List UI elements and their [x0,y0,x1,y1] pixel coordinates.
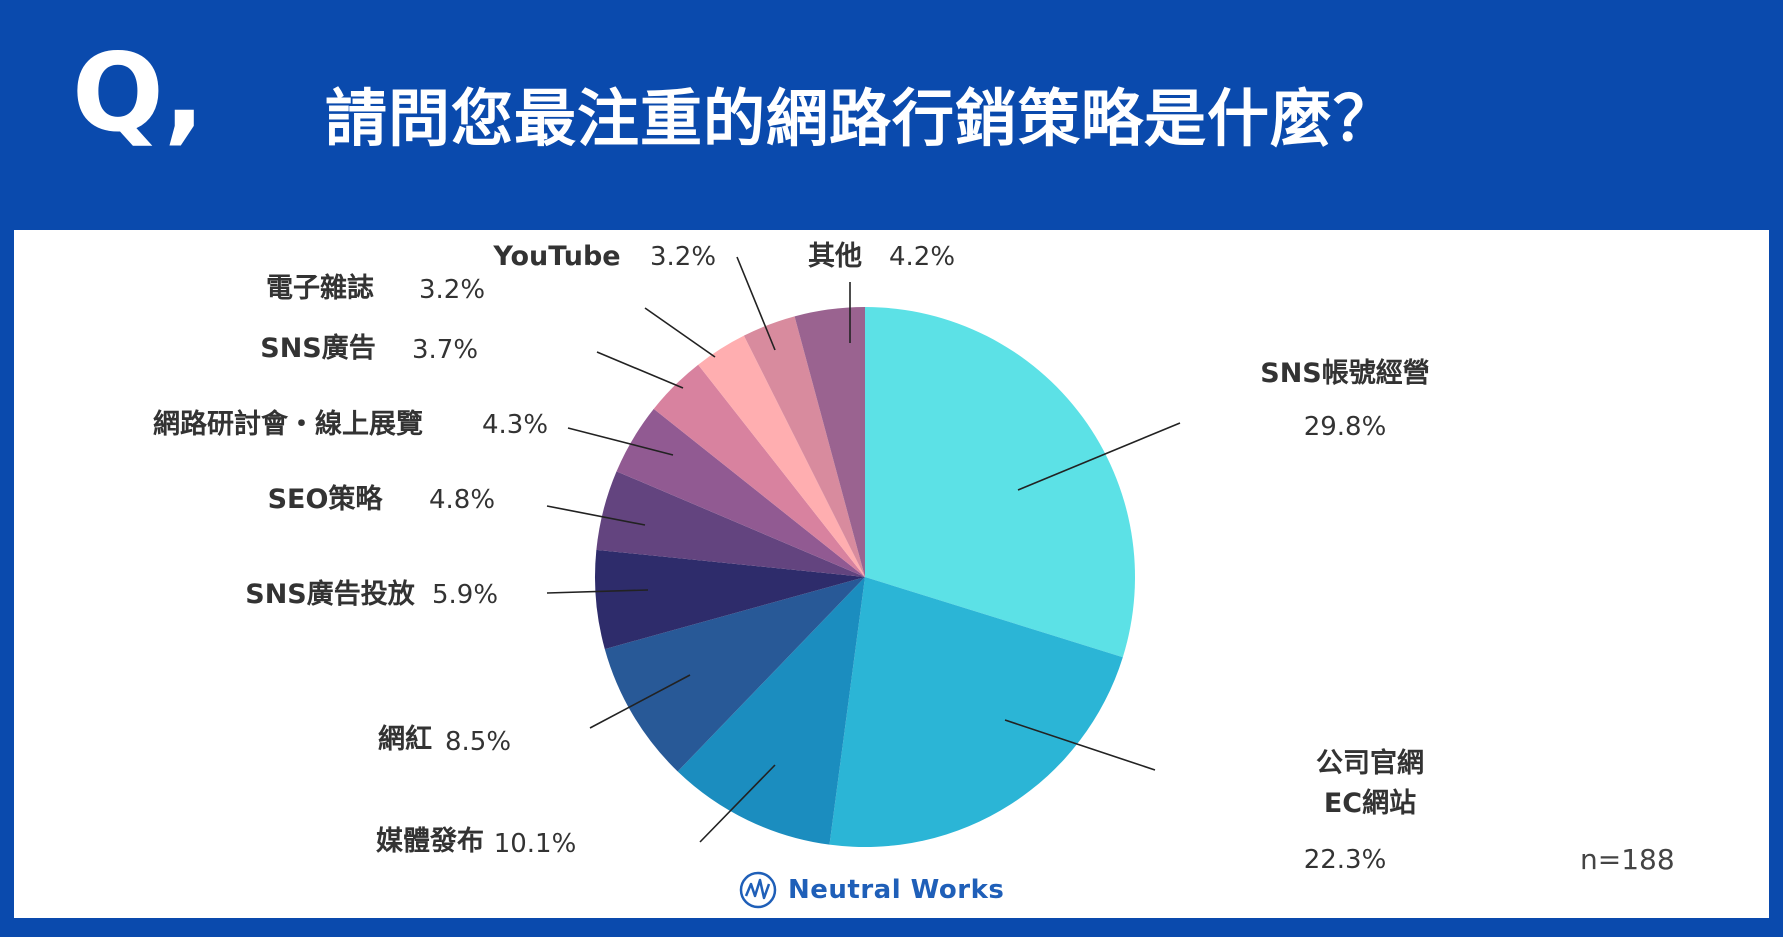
slice-label-2: 公司官網 EC網站 [1316,747,1424,819]
slice-label-7: 網路研討會・線上展覽 [153,408,423,440]
pie-slice-10 [743,316,865,577]
slice-value-7: 4.3% [482,410,548,440]
pie-slice-5 [594,549,865,650]
slice-label-1: SNS帳號經營 [1260,357,1430,389]
slice-value-8: 3.7% [412,335,478,365]
leader-line-3 [699,764,776,843]
neutral-works-logo-icon [739,871,777,909]
leader-line-7 [567,427,674,456]
leader-line-1 [1017,422,1181,491]
leader-line-4 [589,674,691,729]
slice-value-5: 5.9% [432,580,498,610]
pie-slice-1 [865,307,1136,658]
leader-line-6 [546,505,646,526]
page-title: 請問您最注重的網路行銷策略是什麼？ [325,82,1397,155]
pie-slice-6 [596,471,865,577]
slice-value-11: 4.2% [889,242,955,272]
slice-value-9: 3.2% [419,275,485,305]
question-mark-badge: Q, [72,31,205,156]
pie-slice-8 [653,364,865,577]
slice-value-1: 29.8% [1304,412,1387,442]
pie-slice-2 [829,577,1123,848]
slice-label-6: SEO策略 [268,483,384,515]
pie-slice-4 [604,577,865,772]
slice-value-4: 8.5% [445,727,511,757]
leader-line-2 [1004,719,1156,771]
slice-label-11: 其他 [808,241,862,272]
leader-line-8 [596,351,684,389]
slice-label-3: 媒體發布 [376,825,484,857]
leader-line-9 [644,307,716,358]
slice-label-9: 電子雜誌 [266,272,374,304]
pie-slice-11 [794,307,865,577]
leader-line-10 [736,256,776,351]
slice-value-2: 22.3% [1304,845,1387,875]
header-bar: Q, 請問您最注重的網路行銷策略是什麼？ [0,0,1783,210]
leader-line-5 [546,589,649,594]
slice-label-10: YouTube [492,241,620,272]
slice-label-5: SNS廣告投放 [245,578,415,610]
brand-logo: Neutral Works [738,868,1004,912]
pie-slice-3 [677,577,865,845]
slice-value-3: 10.1% [494,829,577,859]
sample-size-label: n=188 [1580,843,1675,876]
pie-slice-9 [698,335,865,577]
pie-slice-7 [616,408,865,577]
slice-label-8: SNS廣告 [260,333,376,364]
slice-label-4: 網紅 [378,723,432,755]
slice-value-6: 4.8% [429,485,495,515]
logo-text: Neutral Works [788,875,1005,905]
slice-value-10: 3.2% [650,242,716,272]
